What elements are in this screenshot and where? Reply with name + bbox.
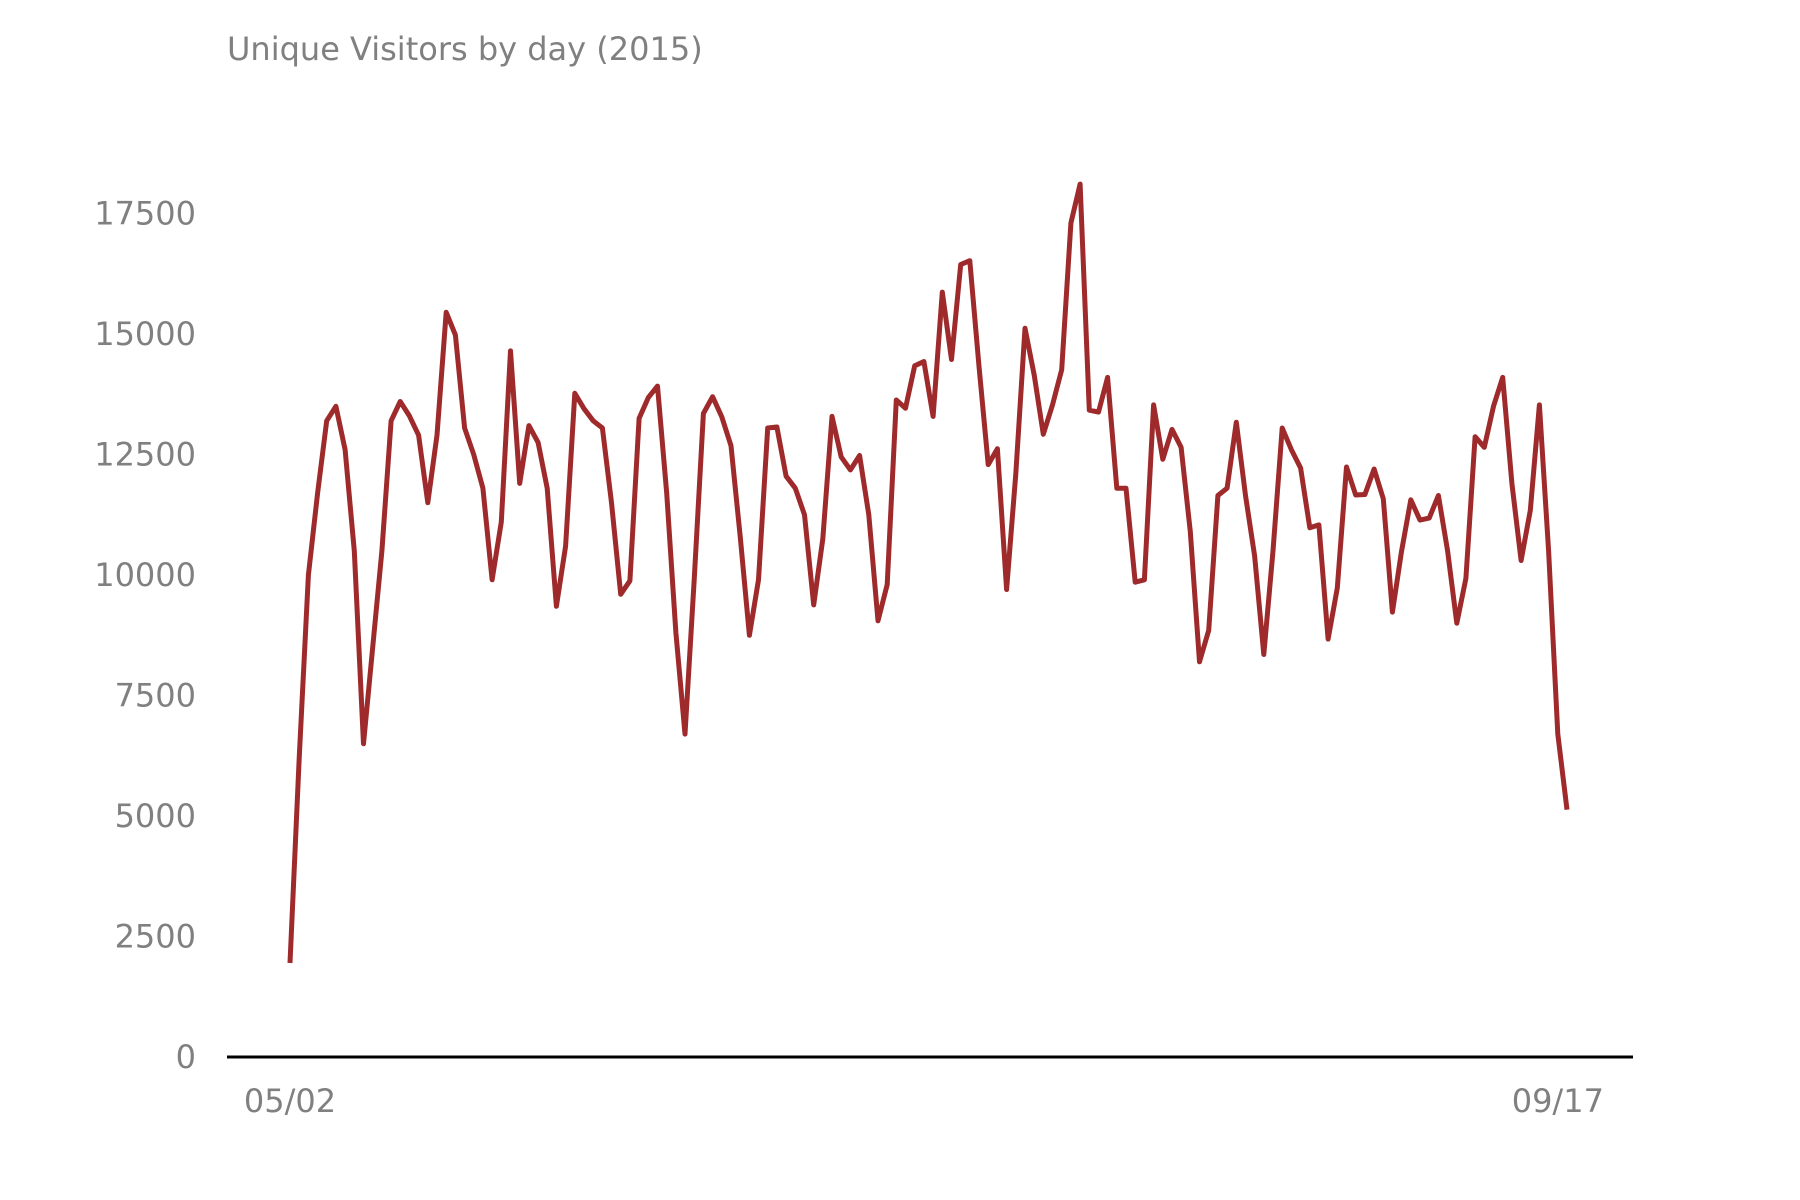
y-tick-label: 7500 xyxy=(115,677,196,715)
y-axis-ticks: 0 2500 5000 7500 10000 12500 15000 17500 xyxy=(94,195,196,1077)
x-axis-ticks: 05/02 09/17 xyxy=(244,1082,1604,1120)
y-tick-label: 5000 xyxy=(115,797,196,835)
chart-title: Unique Visitors by day (2015) xyxy=(227,30,703,68)
x-tick-label: 09/17 xyxy=(1512,1082,1604,1120)
y-tick-label: 17500 xyxy=(94,195,196,233)
y-tick-label: 2500 xyxy=(115,918,196,956)
visitors-series-line xyxy=(287,181,1570,964)
y-tick-label: 12500 xyxy=(94,436,196,474)
y-tick-label: 0 xyxy=(176,1038,196,1076)
x-tick-label: 05/02 xyxy=(244,1082,336,1120)
y-tick-label: 10000 xyxy=(94,556,196,594)
y-tick-label: 15000 xyxy=(94,315,196,353)
